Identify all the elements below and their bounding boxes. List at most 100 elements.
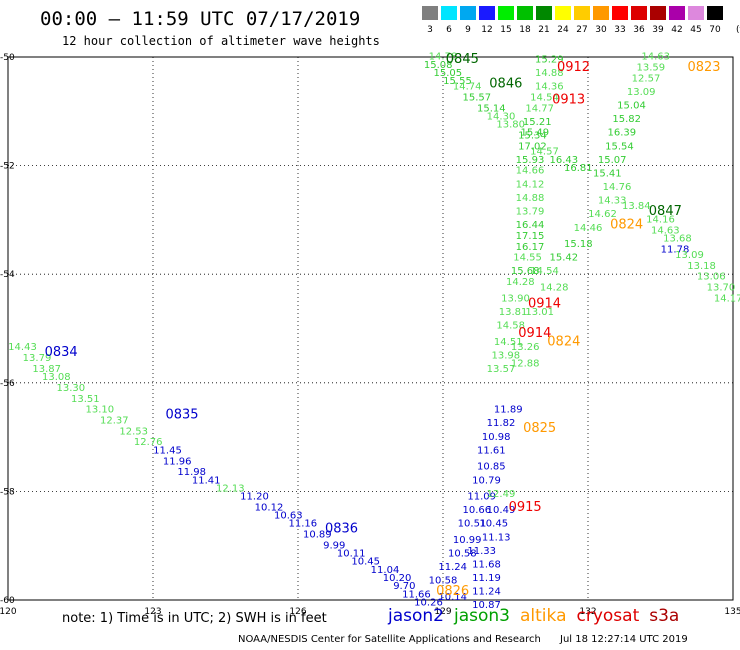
swh-value: 11.20 bbox=[240, 492, 269, 503]
legend-level-label: 70 bbox=[709, 25, 721, 35]
legend-swatch bbox=[574, 6, 590, 20]
time-label: 0826 bbox=[436, 584, 469, 599]
time-label: 0824 bbox=[610, 218, 643, 233]
swh-value: 13.26 bbox=[511, 342, 540, 353]
legend-swatch bbox=[517, 6, 533, 20]
y-tick-label: -52 bbox=[0, 162, 15, 172]
x-tick-label: 126 bbox=[289, 607, 306, 617]
legend-swatch bbox=[707, 6, 723, 20]
y-tick-label: -58 bbox=[0, 487, 15, 497]
swh-value: 11.09 bbox=[467, 492, 496, 503]
swh-value: 11.78 bbox=[661, 244, 690, 255]
swh-value: 14.88 bbox=[516, 193, 545, 204]
y-tick-label: -60 bbox=[0, 596, 15, 606]
swh-value: 13.06 bbox=[697, 272, 726, 283]
swh-value: 11.16 bbox=[289, 519, 318, 530]
swh-value: 14.74 bbox=[453, 82, 482, 93]
swh-value: 13.68 bbox=[663, 234, 692, 245]
satellite-jason2: jason2 bbox=[388, 606, 444, 626]
swh-value: 11.04 bbox=[371, 565, 400, 576]
swh-value: 15.08 bbox=[424, 60, 453, 71]
legend-level-label: 18 bbox=[519, 25, 531, 35]
chart-subtitle: 12 hour collection of altimeter wave hei… bbox=[62, 34, 380, 48]
credit-text: NOAA/NESDIS Center for Satellite Applica… bbox=[238, 634, 541, 645]
swh-value: 14.43 bbox=[8, 342, 37, 353]
swh-value: 13.70 bbox=[707, 282, 736, 293]
swh-value: 11.45 bbox=[153, 445, 182, 456]
swh-value: 10.49 bbox=[487, 505, 516, 516]
note-text: note: 1) Time is in UTC; 2) SWH is in fe… bbox=[62, 611, 327, 626]
time-label: 0914 bbox=[518, 326, 551, 341]
legend-level-label: 3 bbox=[427, 25, 433, 35]
swh-value: 12.37 bbox=[100, 416, 129, 427]
swh-value: 15.05 bbox=[434, 68, 463, 79]
swh-value: 14.63 bbox=[651, 225, 680, 236]
legend-swatch bbox=[631, 6, 647, 20]
swh-value: 15.21 bbox=[523, 117, 552, 128]
swh-value: 13.80 bbox=[496, 120, 525, 131]
swh-value: 10.58 bbox=[448, 549, 477, 560]
swh-value: 13.57 bbox=[487, 364, 516, 375]
legend-swatch bbox=[460, 6, 476, 20]
legend-level-label: 36 bbox=[633, 25, 645, 35]
y-tick-label: -54 bbox=[0, 270, 15, 280]
swh-value: 13.08 bbox=[42, 372, 71, 383]
swh-value: 14.51 bbox=[494, 337, 523, 348]
swh-value: 14.78 bbox=[429, 52, 458, 63]
satellite-legend: jason2 jason3 altika cryosat s3a bbox=[388, 606, 689, 626]
legend-level-label: 42 bbox=[671, 25, 683, 35]
swh-value: 11.98 bbox=[177, 467, 206, 478]
swh-value: 15.57 bbox=[463, 92, 492, 103]
swh-value: 14.54 bbox=[530, 92, 559, 103]
generated-timestamp: Jul 18 12:27:14 UTC 2019 bbox=[560, 634, 688, 645]
swh-value: 14.28 bbox=[540, 282, 569, 293]
swh-value: 14.88 bbox=[535, 68, 564, 79]
swh-value: 16.43 bbox=[550, 155, 579, 166]
x-tick-label: 120 bbox=[0, 607, 17, 617]
swh-value: 16.17 bbox=[516, 242, 545, 253]
legend-swatch bbox=[688, 6, 704, 20]
swh-value: 11.96 bbox=[163, 456, 192, 467]
swh-value: 14.66 bbox=[516, 166, 545, 177]
x-tick-label: 129 bbox=[434, 607, 451, 617]
legend-swatch bbox=[536, 6, 552, 20]
swh-value: 10.51 bbox=[458, 519, 487, 530]
swh-value: 15.49 bbox=[521, 128, 550, 139]
swh-value: 10.45 bbox=[351, 557, 380, 568]
time-label: 0834 bbox=[45, 345, 78, 360]
swh-value: 15.42 bbox=[550, 253, 579, 264]
y-tick-label: -50 bbox=[0, 53, 15, 63]
swh-value: 14.77 bbox=[525, 103, 554, 114]
swh-value: 11.41 bbox=[192, 475, 221, 486]
swh-value: 10.89 bbox=[303, 530, 332, 541]
swh-value: 14.57 bbox=[530, 147, 559, 158]
swh-value: 13.87 bbox=[32, 364, 61, 375]
swh-value: 10.58 bbox=[429, 576, 458, 587]
swh-value: 10.99 bbox=[453, 535, 482, 546]
swh-value: 10.66 bbox=[463, 505, 492, 516]
swh-value: 15.93 bbox=[516, 155, 545, 166]
legend-unit: (ft) bbox=[736, 25, 740, 35]
swh-value: 12.13 bbox=[216, 483, 245, 494]
legend-level-label: 30 bbox=[595, 25, 607, 35]
satellite-s3a: s3a bbox=[649, 606, 680, 626]
swh-value: 15.41 bbox=[593, 168, 622, 179]
time-label: 0824 bbox=[547, 334, 580, 349]
swh-value: 11.89 bbox=[494, 405, 523, 416]
swh-value: 13.01 bbox=[525, 307, 554, 318]
legend-level-label: 6 bbox=[446, 25, 452, 35]
swh-value: 11.68 bbox=[472, 559, 501, 570]
x-tick-label: 132 bbox=[579, 607, 596, 617]
time-label: 0836 bbox=[325, 522, 358, 537]
time-label: 0823 bbox=[687, 60, 720, 75]
swh-value: 13.10 bbox=[86, 405, 115, 416]
legend-swatch bbox=[498, 6, 514, 20]
time-label: 0912 bbox=[557, 60, 590, 75]
legend-level-label: 33 bbox=[614, 25, 626, 35]
legend-level-label: 9 bbox=[465, 25, 471, 35]
legend-level-label: 15 bbox=[500, 25, 512, 35]
swh-value: 10.26 bbox=[414, 597, 443, 608]
time-label: 0825 bbox=[523, 421, 556, 436]
swh-value: 14.16 bbox=[646, 215, 675, 226]
swh-value: 14.17 bbox=[714, 293, 740, 304]
